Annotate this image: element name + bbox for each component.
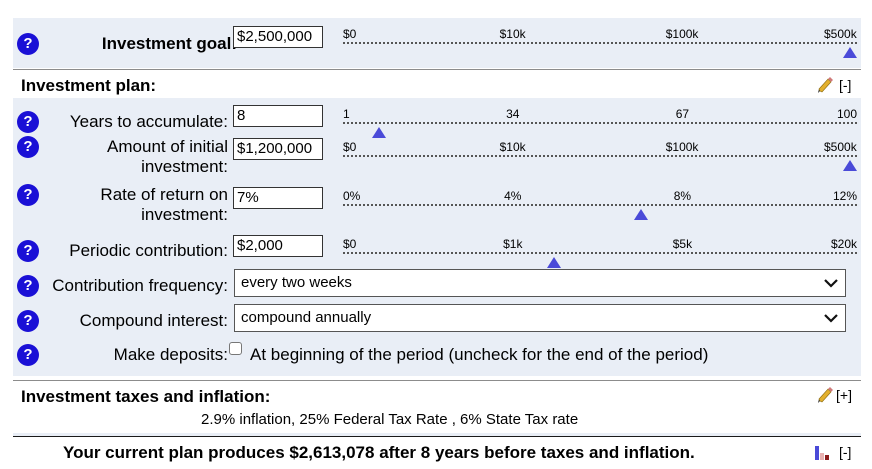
slider-tick-label: 67 — [675, 107, 690, 121]
slider-track — [343, 155, 857, 157]
initial-slider[interactable]: $0 $10k $100k $500k — [343, 140, 857, 174]
deposits-label: Make deposits: — [113, 345, 228, 364]
initial-help-icon[interactable]: ? — [17, 136, 39, 158]
slider-thumb[interactable] — [371, 127, 386, 138]
slider-tick-label: $500k — [824, 140, 857, 154]
goal-input[interactable]: $2,500,000 — [233, 26, 323, 48]
rate-slider[interactable]: 0% 4% 8% 12% — [343, 189, 857, 223]
compound-select[interactable]: compound annually — [234, 304, 846, 332]
slider-thumb[interactable] — [546, 257, 561, 268]
result-collapse-button[interactable]: [-] — [839, 444, 852, 460]
years-label: Years to accumulate: — [69, 112, 228, 131]
frequency-label: Contribution frequency: — [52, 276, 228, 295]
slider-tick-label: $1k — [503, 237, 523, 251]
plan-collapse-button[interactable]: [-] — [839, 77, 852, 93]
slider-tick-label: 34 — [506, 107, 520, 121]
years-input[interactable]: 8 — [233, 105, 323, 127]
slider-track — [343, 252, 857, 254]
taxes-summary: 2.9% inflation, 25% Federal Tax Rate , 6… — [201, 411, 579, 428]
slider-tick-label: 8% — [673, 189, 692, 203]
initial-label: Amount of initial investment: — [107, 137, 228, 176]
slider-thumb[interactable] — [843, 160, 857, 171]
deposits-help-icon[interactable]: ? — [17, 344, 39, 366]
divider — [13, 380, 861, 381]
initial-input[interactable]: $1,200,000 — [233, 138, 323, 160]
years-help-icon[interactable]: ? — [17, 111, 39, 133]
pencil-icon[interactable] — [817, 386, 833, 404]
bar-chart-icon[interactable] — [814, 444, 834, 460]
pencil-icon[interactable] — [817, 76, 833, 94]
goal-label: Investment goal: — [101, 34, 237, 53]
contribution-help-icon[interactable]: ? — [17, 240, 39, 262]
slider-tick-label: 1 — [343, 107, 350, 121]
slider-tick-label: 12% — [833, 189, 858, 203]
goal-slider[interactable]: $0 $10k $100k $500k — [343, 27, 857, 61]
rate-input[interactable]: 7% — [233, 187, 323, 209]
contribution-slider[interactable]: $0 $1k $5k $20k — [343, 237, 857, 271]
divider — [13, 436, 861, 437]
rate-help-icon[interactable]: ? — [17, 184, 39, 206]
contribution-label: Periodic contribution: — [69, 241, 228, 260]
frequency-select[interactable]: every two weeks — [234, 269, 846, 297]
goal-help-icon[interactable]: ? — [17, 33, 39, 55]
slider-tick-label: $100k — [665, 140, 699, 154]
compound-selected-value: compound annually — [241, 309, 372, 326]
frequency-selected-value: every two weeks — [241, 274, 352, 291]
slider-tick-label: 100 — [837, 107, 858, 121]
slider-tick-label: $20k — [831, 237, 858, 251]
plan-section-title: Investment plan: — [21, 76, 157, 95]
compound-help-icon[interactable]: ? — [17, 310, 39, 332]
slider-tick-label: $0 — [343, 140, 357, 154]
slider-tick-label: $10k — [499, 27, 526, 41]
deposits-description: At beginning of the period (uncheck for … — [250, 345, 709, 364]
rate-label: Rate of return on investment: — [100, 185, 228, 224]
slider-tick-label: $5k — [672, 237, 693, 251]
slider-tick-label: 0% — [343, 189, 361, 203]
compound-label: Compound interest: — [79, 311, 228, 330]
slider-track — [343, 42, 857, 44]
investment-calculator: ? Investment goal: $2,500,000 $0 $10k $100… — [13, 0, 861, 469]
taxes-section-title: Investment taxes and inflation: — [21, 387, 271, 406]
slider-track — [343, 204, 857, 206]
years-slider[interactable]: 1 34 67 100 — [343, 107, 857, 141]
frequency-help-icon[interactable]: ? — [17, 275, 39, 297]
taxes-expand-button[interactable]: [+] — [836, 387, 852, 403]
slider-thumb[interactable] — [634, 209, 649, 220]
slider-tick-label: $500k — [824, 27, 857, 41]
deposits-checkbox[interactable] — [229, 342, 242, 355]
divider — [13, 69, 861, 70]
slider-tick-label: $0 — [343, 237, 357, 251]
result-summary: Your current plan produces $2,613,078 af… — [63, 443, 695, 462]
slider-thumb[interactable] — [843, 47, 857, 58]
chevron-down-icon — [824, 279, 838, 288]
slider-tick-label: 4% — [504, 189, 522, 203]
band-strip — [13, 433, 861, 436]
chevron-down-icon — [824, 314, 838, 323]
slider-tick-label: $0 — [343, 27, 357, 41]
contribution-input[interactable]: $2,000 — [233, 235, 323, 257]
slider-track — [343, 122, 857, 124]
slider-tick-label: $100k — [665, 27, 699, 41]
slider-tick-label: $10k — [499, 140, 526, 154]
